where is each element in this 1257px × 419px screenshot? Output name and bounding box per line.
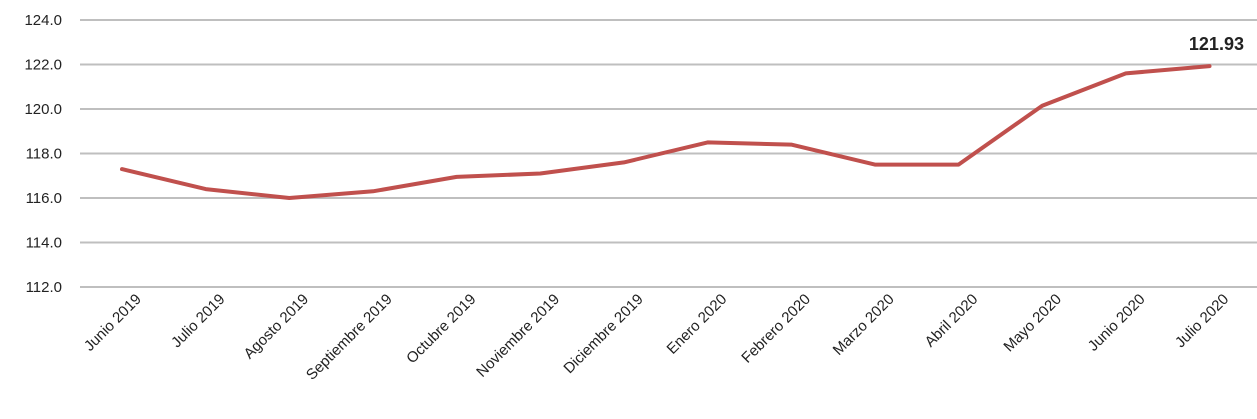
x-tick-label: Junio 2019: [81, 291, 145, 355]
x-tick-label: Julio 2019: [168, 291, 228, 351]
x-tick-label: Diciembre 2019: [560, 291, 646, 377]
x-tick-label: Septiembre 2019: [303, 291, 396, 384]
x-tick-label: Agosto 2019: [241, 291, 313, 363]
x-tick-label: Julio 2020: [1172, 291, 1232, 351]
series-line: [120, 64, 1212, 200]
y-tick-label: 116.0: [26, 190, 62, 207]
y-tick-label: 122.0: [24, 57, 62, 74]
y-tick-label: 124.0: [24, 12, 62, 29]
y-tick-label: 118.0: [26, 146, 62, 163]
y-tick-label: 120.0: [24, 101, 62, 118]
x-tick-label: Noviembre 2019: [473, 291, 563, 381]
x-tick-label: Octubre 2019: [403, 291, 479, 367]
x-tick-label: Marzo 2020: [830, 291, 898, 359]
x-tick-label: Enero 2020: [664, 291, 731, 358]
x-axis-tick-labels: Junio 2019 Julio 2019 Agosto 2019Septiembr…: [81, 291, 1232, 384]
x-tick-label: Febrero 2020: [738, 291, 814, 367]
y-tick-label: 112.0: [26, 279, 62, 296]
end-value-label: 121.93: [1189, 34, 1244, 54]
y-tick-label: 114.0: [26, 235, 62, 252]
y-axis-tick-labels: 112.0 114.0 116.0 118.0 120.0 122.0 124.0: [24, 12, 62, 296]
x-tick-label: Abril 2020: [922, 291, 982, 351]
x-tick-label: Mayo 2020: [1000, 291, 1065, 356]
x-tick-label: Junio 2020: [1085, 291, 1149, 355]
